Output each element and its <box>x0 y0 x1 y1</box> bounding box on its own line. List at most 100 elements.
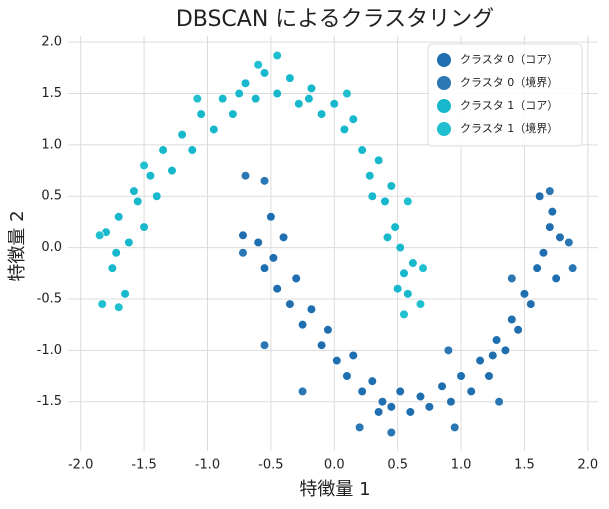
point <box>177 130 187 140</box>
point <box>491 335 502 345</box>
x-axis-label: 特徴量 1 <box>299 479 370 500</box>
legend-box <box>427 43 583 147</box>
point <box>111 248 121 258</box>
point <box>494 397 504 407</box>
points <box>95 50 578 438</box>
chart-title: DBSCAN によるクラスタリング <box>176 7 494 32</box>
point <box>297 320 308 330</box>
point <box>285 73 295 83</box>
point <box>446 397 456 407</box>
point <box>196 109 206 119</box>
point <box>278 232 289 242</box>
point <box>466 386 476 397</box>
legend-marker <box>437 99 451 113</box>
point <box>380 196 390 206</box>
point <box>443 345 453 355</box>
point <box>538 248 549 258</box>
point <box>403 289 413 299</box>
point <box>415 391 426 402</box>
point <box>399 268 409 278</box>
point <box>332 356 342 366</box>
point <box>145 171 156 181</box>
point <box>294 99 304 109</box>
point <box>418 263 428 273</box>
point <box>535 191 545 201</box>
point <box>228 109 238 119</box>
legend-marker <box>437 53 451 67</box>
point <box>124 237 134 248</box>
point <box>437 381 447 391</box>
point <box>507 273 517 284</box>
point <box>129 186 139 196</box>
point <box>238 230 248 240</box>
point <box>342 88 352 99</box>
x-tick-label: 0.5 <box>387 458 408 473</box>
legend-label: クラスタ 1（境界） <box>460 121 558 135</box>
point <box>488 350 498 361</box>
point <box>316 340 327 350</box>
point <box>386 402 396 412</box>
point <box>484 371 494 381</box>
point <box>526 299 536 309</box>
y-tick-label: 2.0 <box>41 35 62 50</box>
point <box>259 340 270 350</box>
point <box>187 145 197 155</box>
legend-label: クラスタ 0（コア） <box>460 53 558 66</box>
point <box>355 422 365 432</box>
point <box>253 60 263 70</box>
legend: クラスタ 0（コア） クラスタ 0（境界） クラスタ 1（コア） クラスタ 1（境界） <box>427 43 583 147</box>
point <box>348 350 358 361</box>
point <box>551 273 561 284</box>
x-tick-label: -2.0 <box>68 458 93 473</box>
x-tick-label: 1.0 <box>451 458 472 473</box>
point <box>316 109 327 119</box>
point <box>568 263 578 273</box>
point <box>399 309 409 319</box>
x-tick-label: 1.5 <box>514 458 535 473</box>
point <box>259 68 270 78</box>
point <box>367 376 377 386</box>
point <box>323 325 333 335</box>
point <box>475 356 485 366</box>
point <box>393 284 403 294</box>
point <box>545 186 555 196</box>
point <box>415 299 426 309</box>
point <box>390 222 400 232</box>
point <box>450 422 460 432</box>
point <box>251 94 261 104</box>
point <box>395 243 405 253</box>
y-tick-label: -0.5 <box>37 291 62 306</box>
y-tick-label: 0.0 <box>41 240 62 255</box>
point <box>342 371 352 381</box>
point <box>272 50 282 61</box>
point <box>114 302 124 312</box>
point <box>367 191 377 201</box>
y-tick-label: 1.0 <box>41 137 62 152</box>
legend-label: クラスタ 0（境界） <box>460 75 558 89</box>
point <box>386 427 396 438</box>
point <box>272 284 282 294</box>
point <box>240 78 251 88</box>
point <box>306 83 317 93</box>
y-axis-label: 特徴量 2 <box>7 210 28 281</box>
point <box>107 263 117 273</box>
point <box>374 407 384 417</box>
legend-marker <box>437 76 451 90</box>
point <box>564 237 574 248</box>
point <box>238 248 248 258</box>
point <box>424 402 434 412</box>
point <box>456 371 466 381</box>
point <box>95 230 105 240</box>
point <box>97 299 107 309</box>
point <box>133 196 143 206</box>
point <box>329 99 339 109</box>
point <box>192 94 202 104</box>
y-tick-label: -1.5 <box>37 394 62 409</box>
point <box>304 94 314 104</box>
point <box>285 299 295 309</box>
point <box>240 171 251 181</box>
point <box>377 397 388 407</box>
point <box>259 176 270 186</box>
point <box>357 145 367 155</box>
